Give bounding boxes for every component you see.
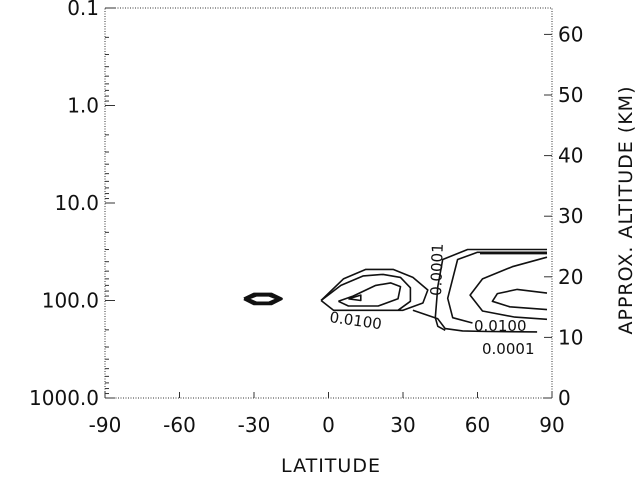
contour-line-0_0100: [469, 256, 548, 321]
y-right-tick-label: 0: [558, 386, 571, 410]
contour-lines: [243, 248, 548, 333]
contour-label: 0.0001: [427, 243, 447, 296]
x-tick-label: 30: [390, 413, 415, 437]
y-right-tick-label: 50: [558, 83, 583, 107]
y-right-tick-label: 40: [558, 144, 583, 168]
contour-line-0_0100: [348, 294, 362, 302]
x-tick-label: 0: [322, 413, 335, 437]
y-left-tick-label: 100.0: [42, 289, 99, 313]
right-axis-title: APPROX. ALTITUDE (KM): [615, 86, 637, 335]
y-left-tick-label: 10.0: [54, 191, 99, 215]
y-right-tick-label: 30: [558, 204, 583, 228]
contour-label: 0.0100: [474, 317, 527, 335]
x-axis-title: LATITUDE: [281, 455, 381, 477]
contour-label: 0.0001: [482, 340, 535, 358]
axis-ticks: -90 -60 -30 0 30 60 90 0.1 1.0 10.0 100.0 1000.0 0 10…: [29, 0, 583, 437]
x-tick-label: -90: [89, 413, 122, 437]
contour-line-0_0100: [491, 288, 548, 311]
contour-line-0_0001: [320, 268, 429, 312]
x-tick-label: -60: [163, 413, 196, 437]
y-left-tick-label: 1.0: [67, 94, 99, 118]
y-right-tick-label: 10: [558, 325, 583, 349]
contour-line-0_0100: [338, 282, 402, 307]
y-right-tick-label: 60: [558, 22, 583, 46]
y-right-tick-label: 20: [558, 265, 583, 289]
contour-label: 0.0100: [328, 308, 382, 333]
contour-line-0_0100: [446, 251, 547, 324]
x-tick-label: -30: [238, 413, 271, 437]
contour-line-0_0001: [434, 248, 547, 332]
contour-line-0_0100: [245, 293, 281, 305]
x-tick-label: 60: [465, 413, 490, 437]
contour-line-0_0001: [412, 309, 538, 333]
contour-line-0_0001: [243, 292, 283, 306]
y-left-tick-label: 1000.0: [29, 386, 99, 410]
y-left-tick-label: 0.1: [67, 0, 99, 20]
x-tick-label: 90: [539, 413, 564, 437]
contour-line-0_0100: [320, 273, 412, 311]
